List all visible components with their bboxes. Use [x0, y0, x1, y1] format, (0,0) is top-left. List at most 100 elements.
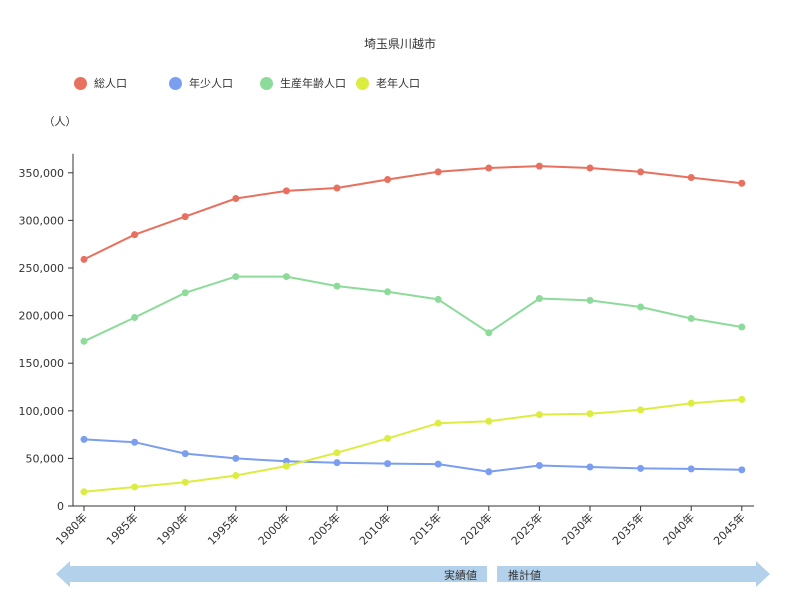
data-point-youth[interactable]: [535, 462, 543, 470]
data-point-youth[interactable]: [232, 454, 240, 462]
data-point-total[interactable]: [738, 179, 746, 187]
data-point-working[interactable]: [232, 273, 240, 281]
data-point-total[interactable]: [181, 213, 189, 221]
y-axis-unit-label: （人）: [44, 115, 77, 128]
data-point-elderly[interactable]: [738, 395, 746, 403]
legend-marker-total: [74, 76, 87, 90]
data-point-youth[interactable]: [687, 465, 695, 473]
timeline-arrow-shape: [56, 561, 770, 587]
data-point-total[interactable]: [333, 184, 341, 192]
data-point-working[interactable]: [586, 296, 594, 304]
data-point-youth[interactable]: [637, 464, 645, 472]
x-tick-label: 1980年: [53, 510, 90, 547]
data-point-working[interactable]: [131, 314, 139, 322]
x-tick-label: 2020年: [457, 510, 494, 547]
data-point-total[interactable]: [131, 231, 139, 239]
legend-item-youth[interactable]: 年少人口: [169, 73, 233, 93]
data-point-total[interactable]: [586, 164, 594, 172]
data-point-elderly[interactable]: [637, 406, 645, 414]
x-tick-label: 1995年: [204, 510, 241, 547]
data-point-working[interactable]: [282, 273, 290, 281]
data-point-total[interactable]: [232, 195, 240, 203]
data-point-working[interactable]: [181, 289, 189, 297]
x-tick-label: 2010年: [356, 510, 393, 547]
legend-marker-working: [260, 76, 273, 90]
data-point-elderly[interactable]: [131, 483, 139, 491]
data-point-elderly[interactable]: [232, 472, 240, 480]
legend-item-working[interactable]: 生産年齢人口: [260, 73, 346, 93]
x-tick-label: 2000年: [255, 510, 292, 547]
series-line-youth: [83, 438, 742, 473]
data-point-youth[interactable]: [80, 435, 88, 443]
chart-title: 埼玉県川越市: [363, 37, 436, 51]
data-point-working[interactable]: [637, 303, 645, 311]
data-point-elderly[interactable]: [181, 478, 189, 486]
x-tick-label: 2015年: [407, 510, 444, 547]
legend-marker-elderly: [356, 76, 369, 90]
data-point-youth[interactable]: [485, 468, 493, 476]
data-point-total[interactable]: [80, 255, 88, 263]
data-point-elderly[interactable]: [282, 462, 290, 470]
y-tick-label: 100,000: [19, 405, 65, 418]
data-point-working[interactable]: [434, 295, 442, 303]
data-point-total[interactable]: [282, 187, 290, 195]
data-point-youth[interactable]: [384, 460, 392, 468]
legend-item-elderly[interactable]: 老年人口: [356, 73, 420, 93]
legend-label-elderly: 老年人口: [376, 77, 420, 90]
data-point-youth[interactable]: [738, 466, 746, 474]
data-point-working[interactable]: [333, 282, 341, 290]
data-point-working[interactable]: [687, 314, 695, 322]
timeline-actual-label: 実績値: [444, 569, 477, 582]
data-point-youth[interactable]: [333, 459, 341, 467]
data-point-youth[interactable]: [586, 463, 594, 471]
data-point-total[interactable]: [535, 162, 543, 170]
data-point-working[interactable]: [384, 288, 392, 296]
series-line-elderly: [83, 398, 742, 493]
data-point-total[interactable]: [384, 175, 392, 183]
timeline-bar: 実績値 推計値: [56, 560, 770, 588]
data-point-working[interactable]: [535, 294, 543, 302]
data-point-youth[interactable]: [434, 460, 442, 468]
legend-item-total[interactable]: 総人口: [74, 73, 127, 93]
y-tick-label: 150,000: [19, 357, 65, 370]
y-tick-label: 300,000: [19, 214, 65, 227]
data-point-working[interactable]: [485, 329, 493, 337]
series-line-working: [83, 275, 742, 343]
series-layer: [80, 162, 746, 496]
x-tick-label: 2045年: [710, 510, 747, 547]
legend-label-total: 総人口: [94, 77, 127, 90]
x-tick-label: 2040年: [660, 510, 697, 547]
timeline-arrow: [56, 561, 770, 587]
data-point-youth[interactable]: [181, 450, 189, 458]
legend-marker-youth: [169, 76, 182, 90]
data-point-elderly[interactable]: [434, 419, 442, 427]
data-point-elderly[interactable]: [535, 411, 543, 419]
x-tick-label: 1985年: [103, 510, 140, 547]
data-point-total[interactable]: [485, 164, 493, 172]
x-tick-label: 1990年: [154, 510, 191, 547]
data-point-elderly[interactable]: [485, 417, 493, 425]
data-point-total[interactable]: [637, 168, 645, 176]
data-point-elderly[interactable]: [333, 449, 341, 457]
data-point-elderly[interactable]: [586, 410, 594, 418]
data-point-youth[interactable]: [131, 438, 139, 446]
timeline-separator: [487, 566, 497, 582]
line-chart: （人） 0 50,000 100,000 150,000 200,000 250,000 3…: [19, 115, 754, 548]
legend-label-working: 生産年齢人口: [280, 77, 346, 90]
y-tick-label: 200,000: [19, 310, 65, 323]
legend-label-youth: 年少人口: [189, 77, 233, 90]
data-point-total[interactable]: [434, 168, 442, 176]
y-tick-label: 250,000: [19, 262, 65, 275]
data-point-working[interactable]: [738, 323, 746, 331]
data-point-working[interactable]: [80, 337, 88, 345]
x-tick-label: 2035年: [609, 510, 646, 547]
data-point-elderly[interactable]: [687, 399, 695, 407]
data-point-total[interactable]: [687, 174, 695, 182]
y-tick-label: 50,000: [26, 452, 65, 465]
data-point-elderly[interactable]: [384, 434, 392, 442]
axes: 0 50,000 100,000 150,000 200,000 250,000 300,0…: [19, 153, 754, 548]
y-tick-label: 350,000: [19, 167, 65, 180]
y-tick-label: 0: [57, 500, 64, 513]
data-point-elderly[interactable]: [80, 488, 88, 496]
x-tick-label: 2025年: [508, 510, 545, 547]
